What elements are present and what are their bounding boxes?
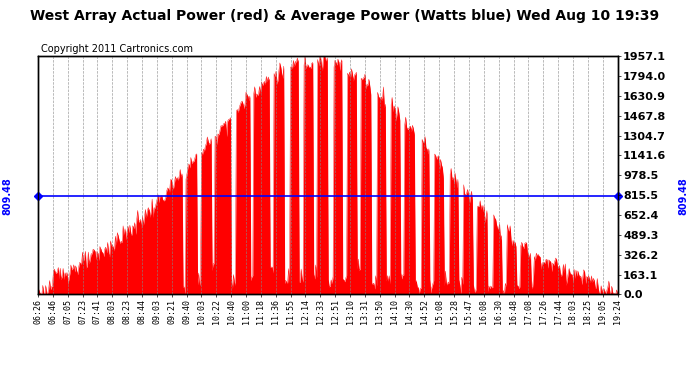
Text: Copyright 2011 Cartronics.com: Copyright 2011 Cartronics.com <box>41 44 193 54</box>
Text: 809.48: 809.48 <box>2 177 12 215</box>
Text: 809.48: 809.48 <box>678 177 688 215</box>
Text: West Array Actual Power (red) & Average Power (Watts blue) Wed Aug 10 19:39: West Array Actual Power (red) & Average … <box>30 9 660 23</box>
